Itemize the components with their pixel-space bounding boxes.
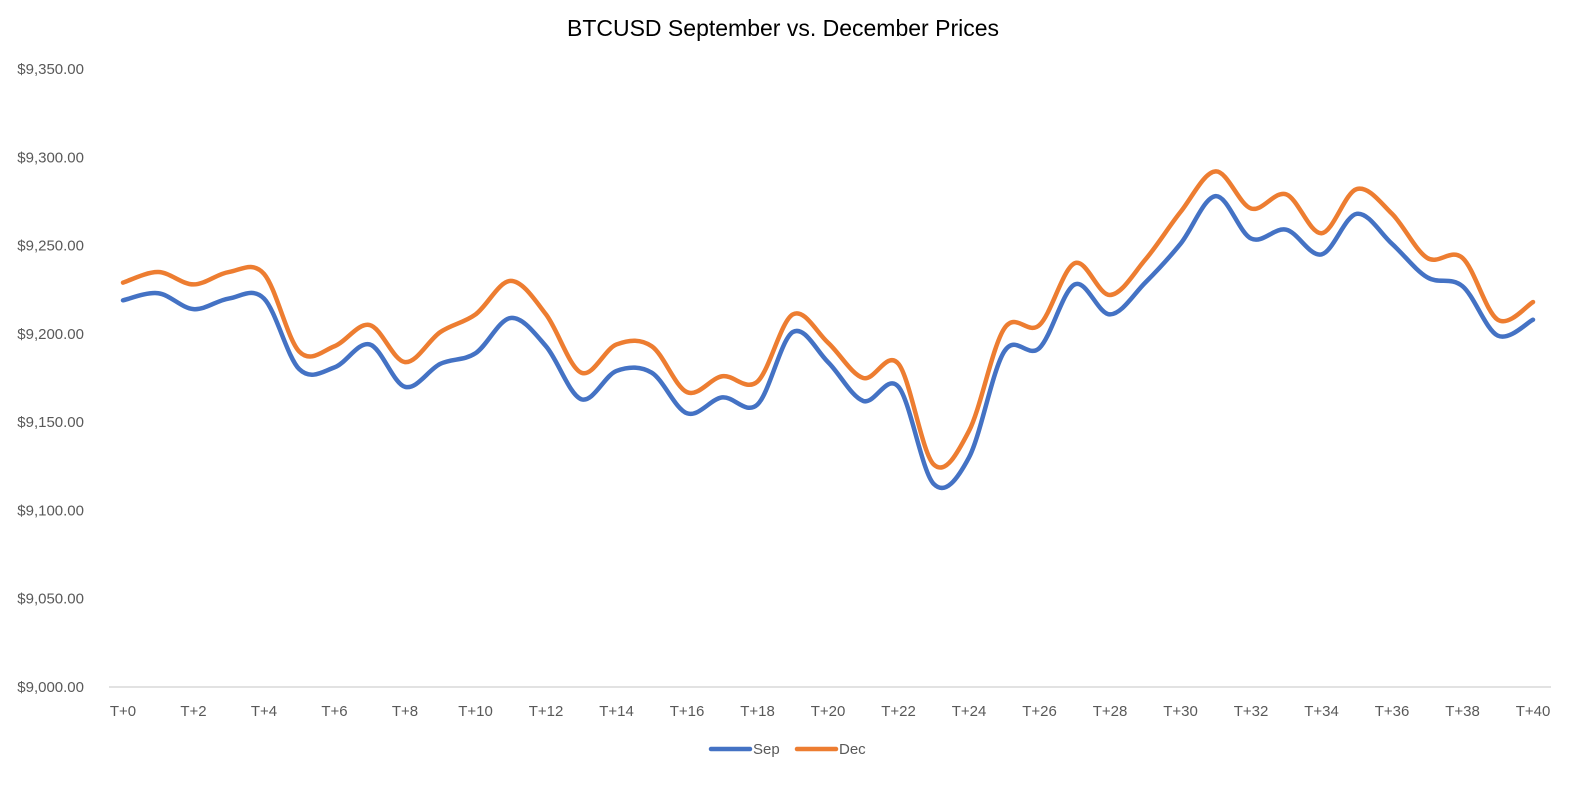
- x-tick-label: T+36: [1375, 703, 1410, 720]
- x-tick-label: T+18: [740, 703, 775, 720]
- x-tick-label: T+22: [881, 703, 916, 720]
- x-tick-label: T+8: [392, 703, 418, 720]
- x-tick-label: T+20: [811, 703, 846, 720]
- y-axis: $9,000.00 $9,050.00 $9,100.00 $9,150.00 $9,2…: [17, 61, 84, 696]
- x-tick-label: T+0: [110, 703, 136, 720]
- series-line-sep: [120, 193, 1536, 491]
- x-tick-label: T+28: [1093, 703, 1128, 720]
- x-tick-label: T+32: [1234, 703, 1269, 720]
- y-tick-label: $9,050.00: [17, 591, 84, 608]
- x-tick-label: T+2: [180, 703, 206, 720]
- y-tick-label: $9,300.00: [17, 149, 84, 166]
- x-tick-label: T+24: [952, 703, 987, 720]
- y-tick-label: $9,200.00: [17, 326, 84, 343]
- x-tick-label: T+34: [1304, 703, 1339, 720]
- y-tick-label: $9,250.00: [17, 238, 84, 255]
- y-tick-label: $9,000.00: [17, 679, 84, 696]
- x-tick-label: T+26: [1022, 703, 1057, 720]
- x-axis: T+0 T+2 T+4 T+6 T+8 T+10 T+12 T+14 T+16 T+18 T+20 T…: [110, 703, 1550, 720]
- x-tick-label: T+12: [529, 703, 564, 720]
- legend-label-dec: Dec: [839, 741, 866, 758]
- legend-label-sep: Sep: [753, 741, 780, 758]
- plot-area: [120, 169, 1536, 491]
- x-tick-label: T+30: [1163, 703, 1198, 720]
- y-tick-label: $9,350.00: [17, 61, 84, 78]
- x-tick-label: T+16: [670, 703, 705, 720]
- x-tick-label: T+38: [1445, 703, 1480, 720]
- legend: Sep Dec: [708, 741, 866, 758]
- y-tick-label: $9,150.00: [17, 414, 84, 431]
- x-tick-label: T+40: [1516, 703, 1551, 720]
- x-tick-label: T+4: [251, 703, 277, 720]
- chart-title: BTCUSD September vs. December Prices: [567, 15, 999, 41]
- x-tick-label: T+14: [599, 703, 634, 720]
- x-tick-label: T+6: [321, 703, 347, 720]
- x-tick-label: T+10: [458, 703, 493, 720]
- series-line-dec: [120, 169, 1536, 470]
- y-tick-label: $9,100.00: [17, 502, 84, 519]
